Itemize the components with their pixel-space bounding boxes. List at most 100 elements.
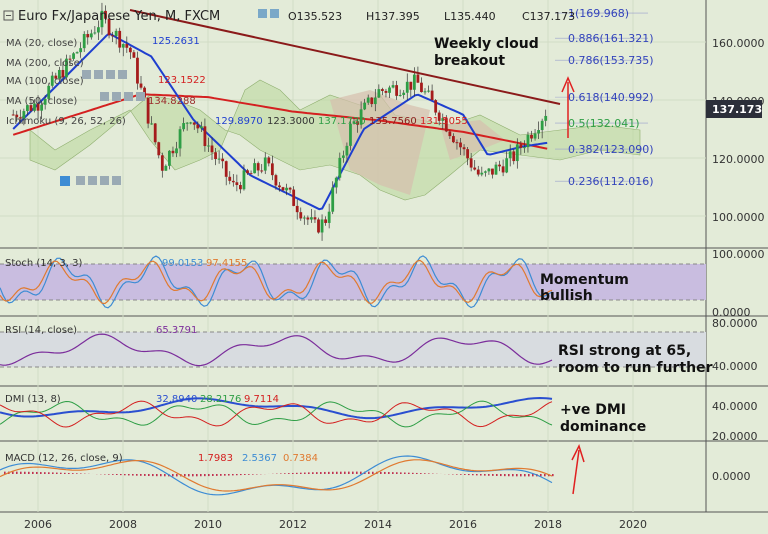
macd-bar [136,474,138,476]
ichimoku-label: Ichimoku (9, 26, 52, 26) [6,116,126,127]
x-tick: 2020 [619,518,647,531]
candle-body [54,75,58,79]
candle-body [249,173,253,175]
ma20-line [12,32,548,211]
price-axis: 160.0000 140.0000 120.0000 100.0000 137.… [706,37,765,224]
candle-body [263,157,267,171]
candle-body [487,168,491,172]
macd-bar [164,474,166,477]
svg-text:Weekly cloud: Weekly cloud [434,36,539,52]
resistance-trendline[interactable] [129,9,561,105]
rsi-panel: RSI (14, close) 65.3791 RSI strong at 65… [0,317,758,376]
collapse-icon[interactable] [3,10,14,21]
candle-body [306,217,310,220]
candle-body [33,103,36,111]
candle-body [47,85,51,99]
candle-body [128,47,132,53]
macd-value-3: 0.7384 [283,453,318,464]
svg-text:dominance: dominance [560,419,646,435]
macd-bar [108,474,110,475]
fib-label: 0.786(153.735) [568,54,654,67]
candle-body [260,170,264,172]
rsi-value: 65.3791 [156,325,197,336]
macd-bar [540,474,542,477]
candle-body [61,69,65,78]
macd-bar [492,474,494,476]
dmi-panel: DMI (13, 8) 32.8940 28.2176 9.7114 +ve D… [0,394,758,443]
candle-body [139,83,143,88]
header-icon-group[interactable] [258,9,279,18]
ohlc-low: L135.440 [444,10,496,23]
candle-body [331,187,335,212]
ichimoku-value: 131.5055 [420,116,468,127]
macd-bar [48,472,50,474]
macd-bar [312,472,314,474]
candle-body [381,89,384,91]
candle-body [68,58,72,60]
macd-bar [16,471,18,474]
macd-bar [224,474,226,476]
candle-body [452,136,455,143]
candle-body [405,81,409,93]
candle-body [118,30,122,48]
candle-body [356,121,359,125]
candle-body [519,144,523,148]
candle-body [345,145,349,156]
macd-signal-line [0,459,553,492]
candle-body [104,10,107,19]
fib-label: 0.382(123.090) [568,143,654,156]
candle-body [182,123,186,130]
candle-body [285,187,288,191]
dmi-value-2: 28.2176 [200,394,241,405]
candle-body [416,74,420,83]
stoch-k-line [0,255,553,309]
candle-body [526,134,530,148]
macd-bar [216,474,218,476]
candle-body [153,123,157,143]
stoch-k-value: 99.0153 [162,258,203,269]
macd-bar [120,474,122,476]
candlesticks [11,2,548,241]
candle-body [444,118,448,132]
candle-body [491,168,494,175]
candle-body [384,90,388,93]
candle-body [189,122,193,124]
candle-body [22,111,26,119]
ichimoku-value: 135.7560 [369,116,417,127]
macd-bar [288,473,290,474]
candle-body [11,114,15,116]
x-tick: 2016 [449,518,477,531]
macd-bar [532,474,534,477]
chart-header: Euro Fx/Japanese Yen, M, FXCM O135.523 H… [3,9,575,24]
macd-bar [336,471,338,474]
dmi-adx-line [0,396,553,420]
candle-body [160,155,164,171]
x-tick: 2012 [279,518,307,531]
macd-bar [208,474,210,477]
candle-body [292,189,296,206]
candle-body [43,98,47,105]
macd-bar [524,474,526,477]
macd-bar [520,474,522,477]
dmi-value-3: 9.7114 [244,394,279,405]
macd-bar [348,471,350,474]
price-tick: 160.0000 [712,37,765,50]
macd-bar [140,474,142,476]
candle-body [267,157,271,164]
candle-body [256,163,260,171]
fib-label: 0.5(132.041) [568,117,640,130]
candle-body [352,121,356,124]
macd-bar [360,471,362,474]
candle-body [501,166,505,173]
macd-bar [296,472,298,474]
candle-body [270,163,274,176]
macd-bar [12,471,14,474]
candle-body [178,129,182,149]
candle-body [476,169,480,175]
macd-bar [32,471,34,474]
legend-settings-icons[interactable] [60,70,145,186]
candle-body [370,97,374,105]
candle-body [18,117,22,119]
macd-bar [500,474,502,477]
macd-histogram [4,471,554,477]
